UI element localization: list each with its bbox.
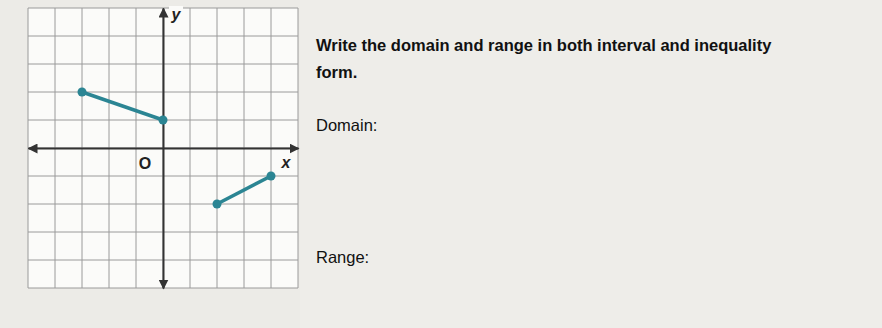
axis-label: O	[139, 155, 151, 172]
grid-line-y	[28, 8, 298, 9]
label-background	[138, 155, 152, 172]
grid	[28, 8, 298, 288]
grid-line-x	[163, 8, 164, 288]
domain-label: Domain:	[316, 116, 377, 134]
segment	[217, 176, 271, 204]
label-background	[279, 154, 293, 171]
y-axis	[163, 9, 165, 289]
page: y x O Write the domain and range in both in…	[0, 0, 882, 328]
paper	[0, 0, 882, 328]
endpoint	[267, 172, 276, 181]
paper-right	[300, 0, 882, 328]
endpoint	[78, 88, 87, 97]
instruction: Write the domain and range in both inter…	[316, 36, 772, 54]
plot-background	[28, 8, 298, 288]
range-label: Range:	[316, 248, 369, 266]
instruction: form.	[316, 63, 357, 81]
endpoint	[159, 116, 168, 125]
marks	[78, 88, 276, 209]
endpoint	[213, 200, 222, 209]
axis-label: y	[171, 6, 182, 23]
segment	[82, 92, 163, 120]
label-background	[169, 6, 183, 23]
axis-label: x	[281, 154, 292, 171]
axis-line	[163, 9, 165, 289]
